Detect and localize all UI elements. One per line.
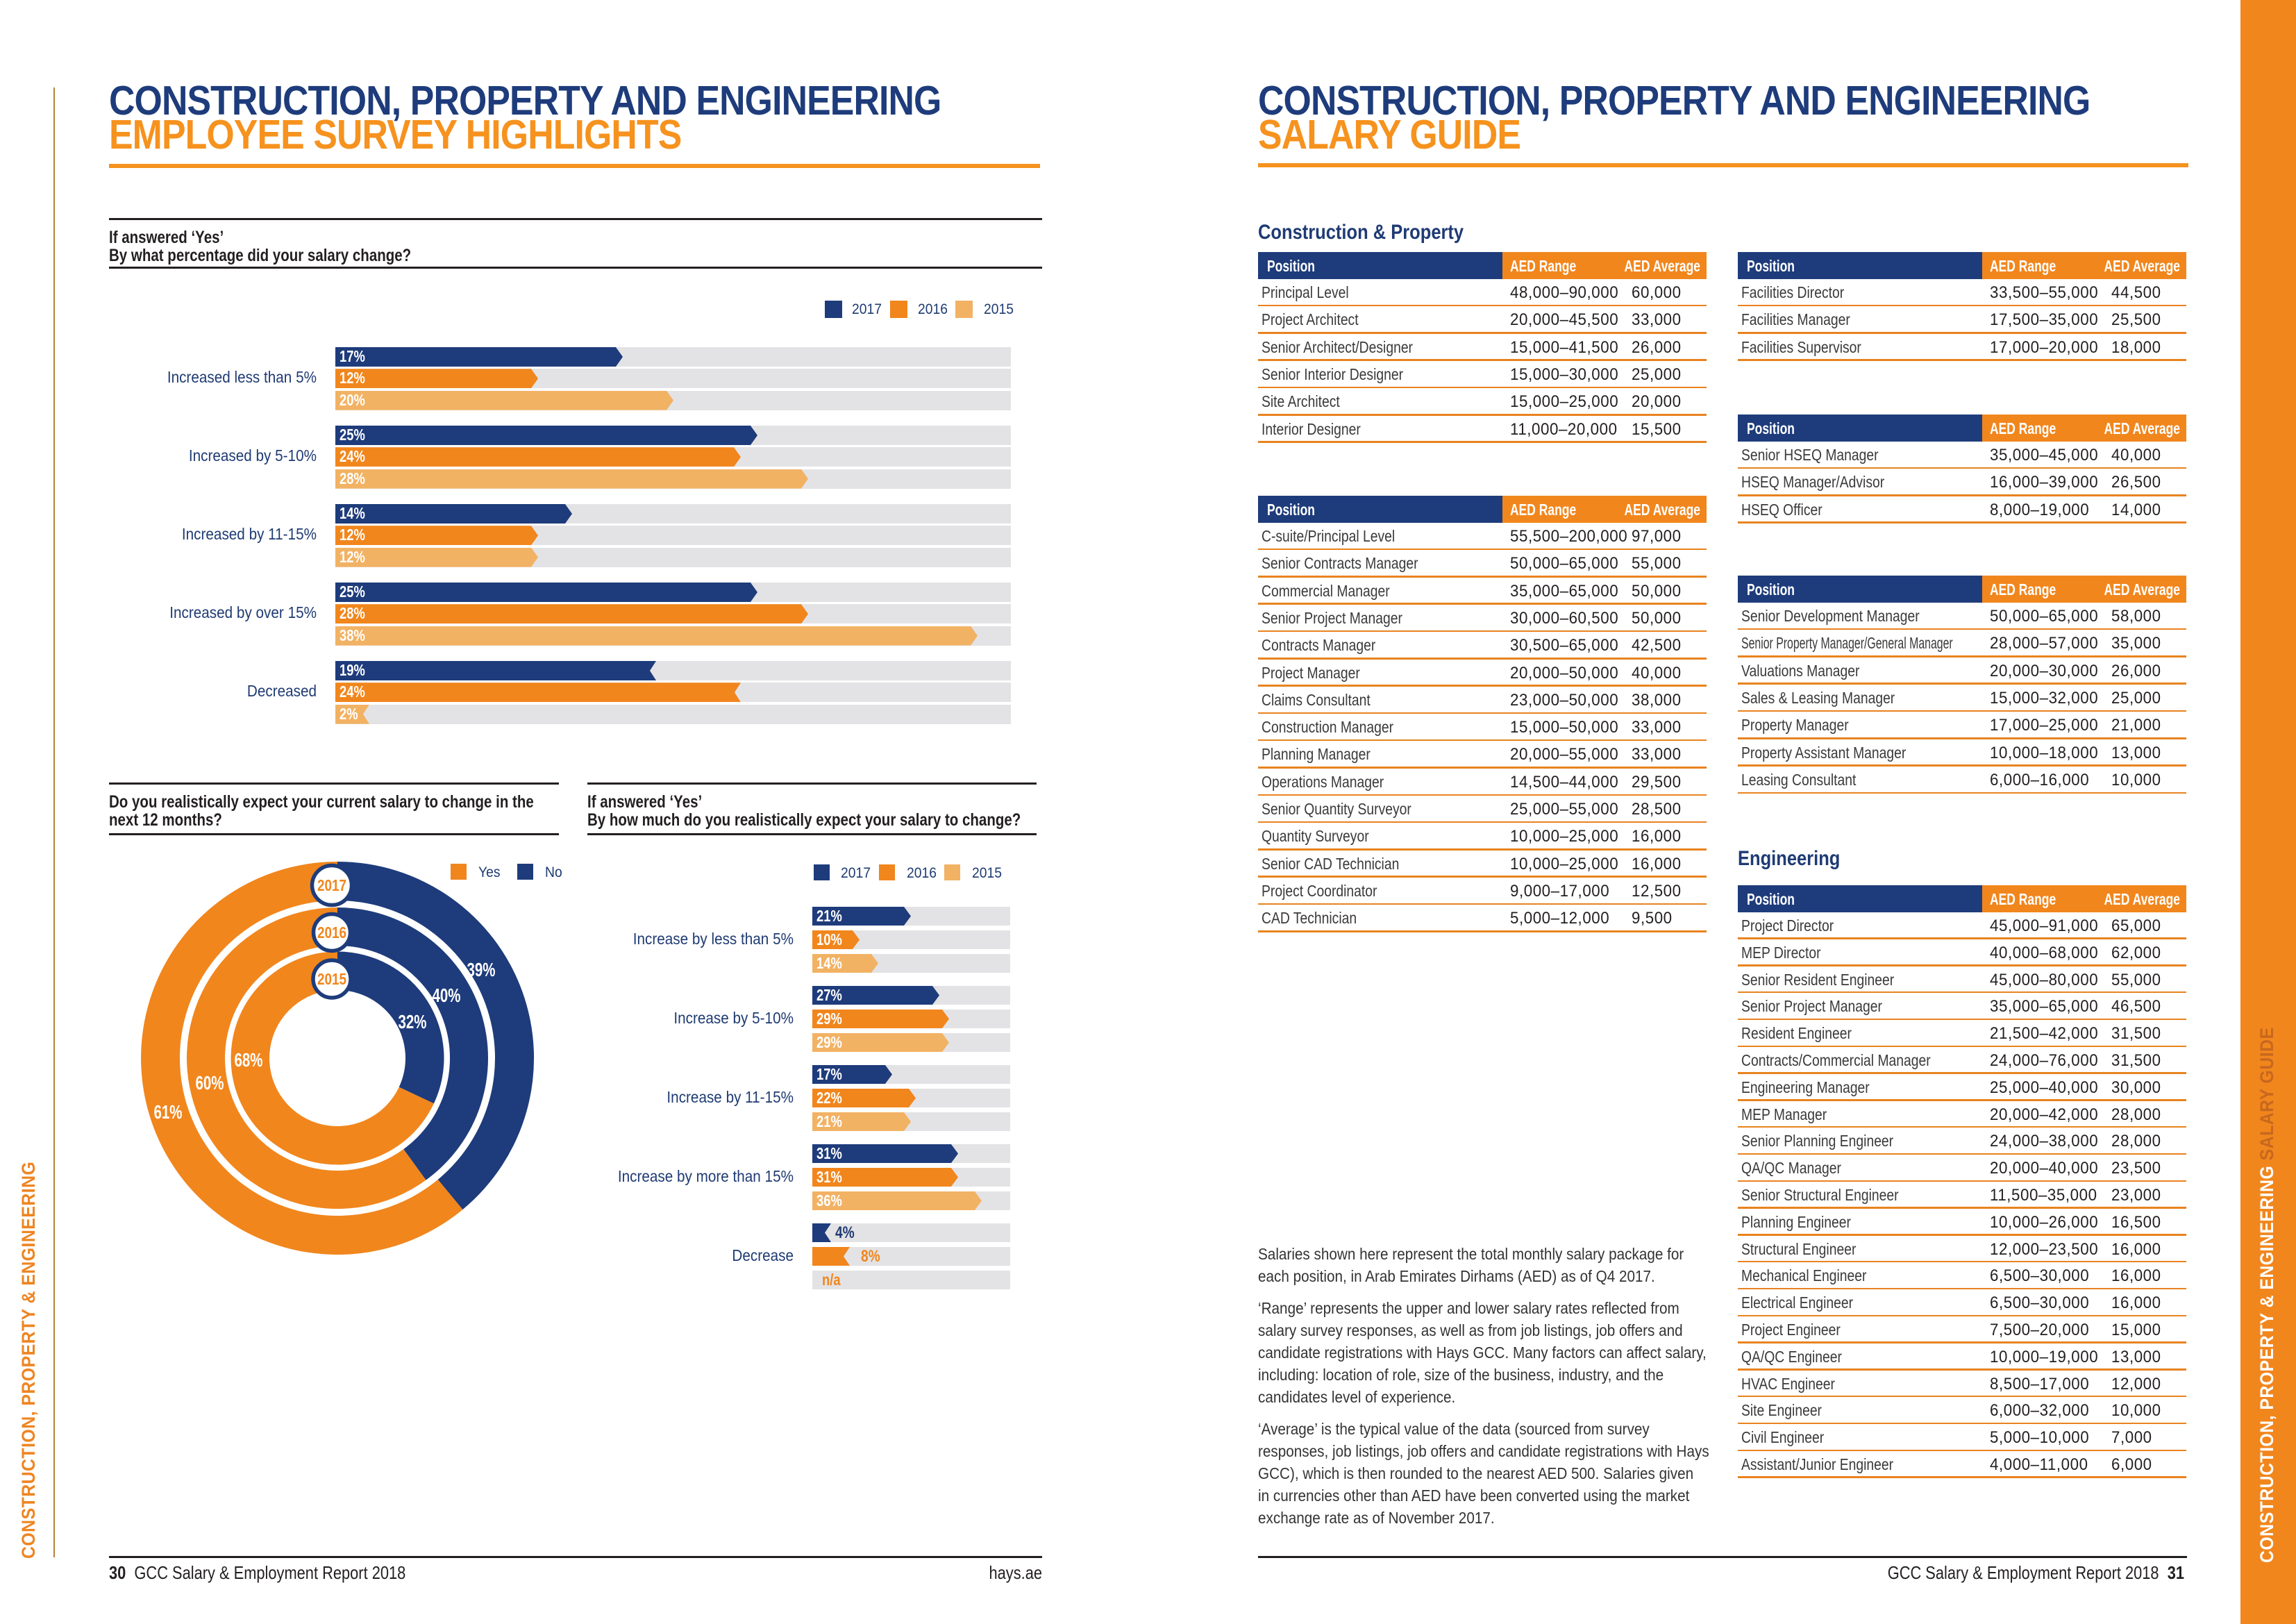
svg-text:2015: 2015 [317, 970, 346, 988]
svg-text:2017: 2017 [317, 876, 346, 894]
svg-text:39%: 39% [467, 959, 496, 980]
svg-text:32%: 32% [399, 1011, 427, 1032]
svg-text:60%: 60% [196, 1072, 224, 1094]
svg-text:61%: 61% [154, 1101, 183, 1123]
svg-text:2016: 2016 [317, 923, 346, 941]
svg-text:40%: 40% [433, 985, 461, 1006]
svg-text:68%: 68% [235, 1049, 263, 1071]
